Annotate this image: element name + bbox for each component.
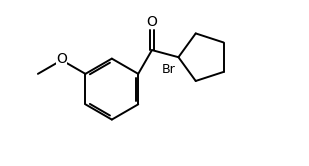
- Text: Br: Br: [162, 63, 176, 76]
- Text: O: O: [56, 52, 67, 66]
- Text: O: O: [146, 14, 157, 29]
